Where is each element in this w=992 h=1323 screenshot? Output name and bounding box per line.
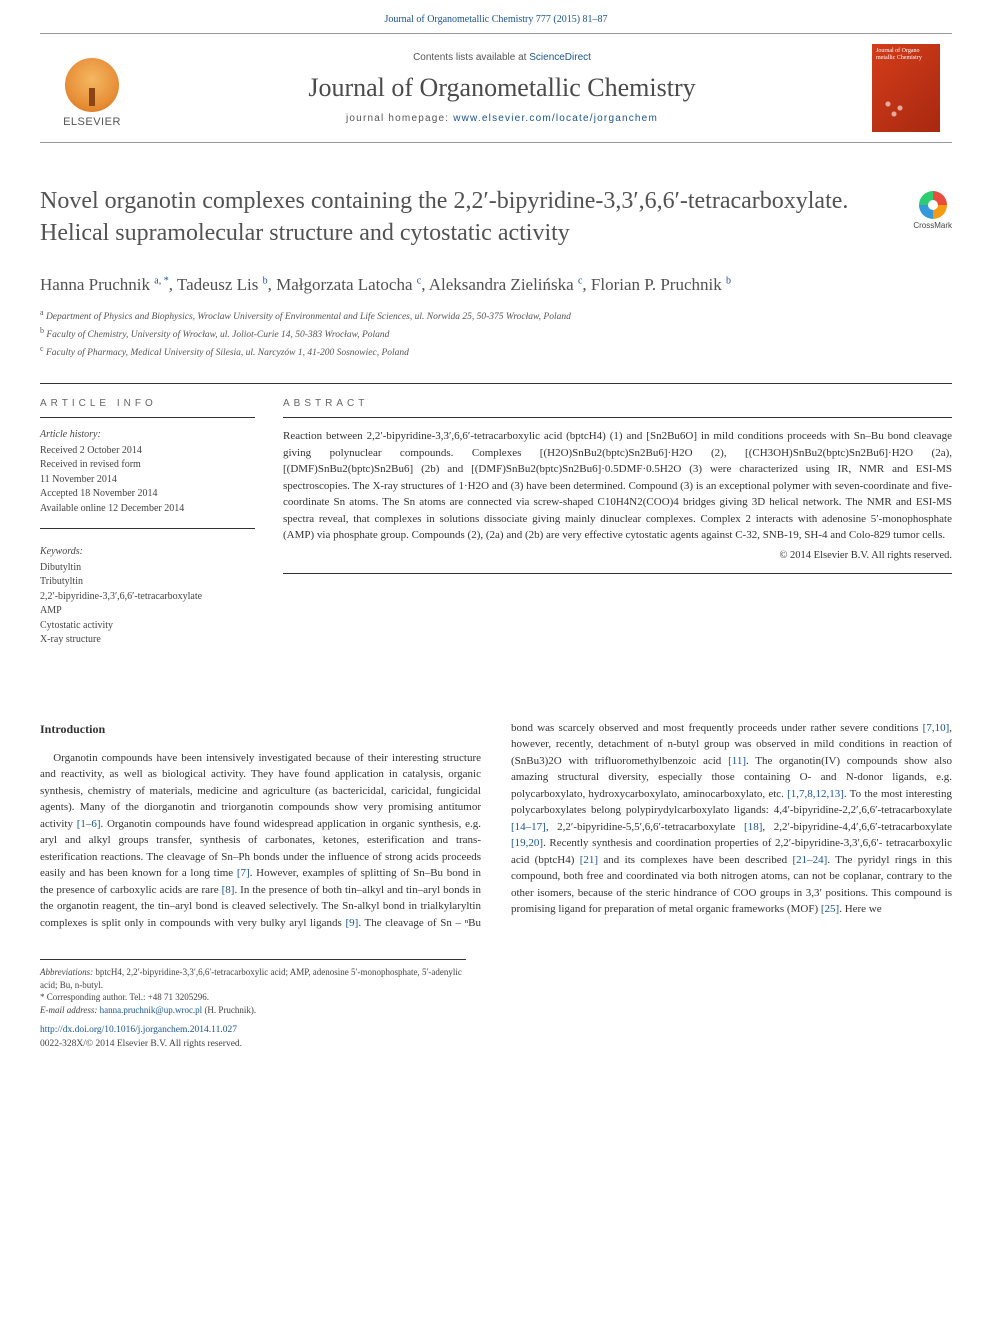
ref-link[interactable]: [1–6] (77, 818, 101, 830)
text: , 2,2′-bipyridine-5,5′,6,6′-tetracarboxy… (546, 821, 744, 833)
keyword-line: 2,2′-bipyridine-3,3′,6,6′-tetracarboxyla… (40, 590, 255, 605)
doi-link[interactable]: http://dx.doi.org/10.1016/j.jorganchem.2… (40, 1024, 466, 1037)
affiliation-line: a Department of Physics and Biophysics, … (40, 307, 952, 325)
history-line: Received in revised form (40, 458, 255, 473)
text: . In the presence of both (234, 884, 342, 896)
history-line: Accepted 18 November 2014 (40, 487, 255, 502)
history-line: Available online 12 December 2014 (40, 502, 255, 517)
text: , 2,2′-bipyridine-4,4′,6,6′-tetracarboxy… (762, 821, 952, 833)
sciencedirect-link[interactable]: ScienceDirect (529, 52, 591, 63)
homepage-prefix: journal homepage: (346, 113, 453, 124)
corr-label: * Corresponding author. (40, 992, 127, 1002)
masthead-center: Contents lists available at ScienceDirec… (144, 52, 860, 124)
footnotes-block: Abbreviations: bptcH4, 2,2′-bipyridine-3… (40, 959, 466, 1051)
ref-link[interactable]: [7] (237, 867, 250, 879)
abstract-label: ABSTRACT (283, 388, 952, 418)
crossmark-label: CrossMark (913, 221, 952, 230)
homepage-line: journal homepage: www.elsevier.com/locat… (144, 113, 860, 124)
keyword-line: Tributyltin (40, 575, 255, 590)
intro-heading: Introduction (40, 720, 481, 738)
cover-thumb-graphic (882, 98, 912, 118)
article-title: Novel organotin complexes containing the… (40, 185, 897, 250)
email-line: E-mail address: hanna.pruchnik@up.wroc.p… (40, 1004, 466, 1017)
ref-link[interactable]: [14–17] (511, 821, 546, 833)
journal-name: Journal of Organometallic Chemistry (144, 73, 860, 103)
history-heading: Article history: (40, 428, 255, 443)
issn-copyright-line: 0022-328X/© 2014 Elsevier B.V. All right… (40, 1038, 466, 1051)
article-info-label: ARTICLE INFO (40, 388, 255, 418)
keyword-line: AMP (40, 604, 255, 619)
abbr-text: bptcH4, 2,2′-bipyridine-3,3′,6,6′-tetrac… (40, 967, 462, 990)
affiliation-line: b Faculty of Chemistry, University of Wr… (40, 325, 952, 343)
ref-link[interactable]: [11] (728, 755, 746, 767)
article-history-block: Article history: Received 2 October 2014… (40, 428, 255, 529)
crossmark-badge[interactable]: CrossMark (913, 191, 952, 230)
journal-cover-thumb[interactable]: Journal of Organo metallic Chemistry (872, 44, 940, 132)
email-person: (H. Pruchnik). (202, 1005, 256, 1015)
ref-link[interactable]: [1,7,8,12,13] (787, 788, 844, 800)
abstract-column: ABSTRACT Reaction between 2,2′-bipyridin… (283, 388, 952, 676)
text: and its complexes have been described (598, 854, 792, 866)
history-line: Received 2 October 2014 (40, 444, 255, 459)
abstract-copyright: © 2014 Elsevier B.V. All rights reserved… (283, 550, 952, 574)
ref-link[interactable]: [19,20] (511, 837, 543, 849)
body-text-columns: Introduction Organotin compounds have be… (40, 720, 952, 932)
abstract-text: Reaction between 2,2′-bipyridine-3,3′,6,… (283, 428, 952, 544)
keyword-line: Cytostatic activity (40, 619, 255, 634)
contents-available-line: Contents lists available at ScienceDirec… (144, 52, 860, 63)
ref-link[interactable]: [7,10] (923, 722, 950, 734)
article-info-column: ARTICLE INFO Article history: Received 2… (40, 388, 255, 676)
ref-link[interactable]: [9] (345, 917, 358, 929)
keywords-heading: Keywords: (40, 545, 255, 560)
ref-link[interactable]: [21–24] (793, 854, 828, 866)
page-citation: Journal of Organometallic Chemistry 777 … (0, 0, 992, 33)
homepage-link[interactable]: www.elsevier.com/locate/jorganchem (453, 113, 658, 124)
intro-paragraph: Organotin compounds have been intensivel… (40, 720, 952, 932)
text: . Here we (839, 903, 881, 915)
corr-tel: Tel.: +48 71 3205296. (127, 992, 209, 1002)
ref-link[interactable]: [18] (744, 821, 762, 833)
keyword-line: X-ray structure (40, 633, 255, 648)
ref-link[interactable]: [8] (222, 884, 235, 896)
publisher-logo[interactable]: ELSEVIER (52, 48, 132, 128)
email-link[interactable]: hanna.pruchnik@up.wroc.pl (97, 1005, 202, 1015)
keywords-block: Keywords: DibutyltinTributyltin2,2′-bipy… (40, 545, 255, 660)
crossmark-icon (919, 191, 947, 219)
ref-link[interactable]: [25] (821, 903, 839, 915)
history-line: 11 November 2014 (40, 473, 255, 488)
abbreviations-line: Abbreviations: bptcH4, 2,2′-bipyridine-3… (40, 966, 466, 991)
contents-prefix: Contents lists available at (413, 52, 529, 63)
cover-thumb-title: Journal of Organo metallic Chemistry (876, 48, 936, 61)
publisher-label: ELSEVIER (63, 116, 121, 128)
corresponding-line: * Corresponding author. Tel.: +48 71 320… (40, 991, 466, 1004)
masthead: ELSEVIER Contents lists available at Sci… (40, 33, 952, 143)
email-label: E-mail address: (40, 1005, 97, 1015)
ref-link[interactable]: [21] (580, 854, 598, 866)
affiliations: a Department of Physics and Biophysics, … (40, 307, 952, 361)
elsevier-tree-icon (65, 58, 119, 112)
keyword-line: Dibutyltin (40, 561, 255, 576)
authors-list: Hanna Pruchnik a, *, Tadeusz Lis b, Małg… (40, 272, 952, 298)
abbr-label: Abbreviations: (40, 967, 93, 977)
affiliation-line: c Faculty of Pharmacy, Medical Universit… (40, 343, 952, 361)
